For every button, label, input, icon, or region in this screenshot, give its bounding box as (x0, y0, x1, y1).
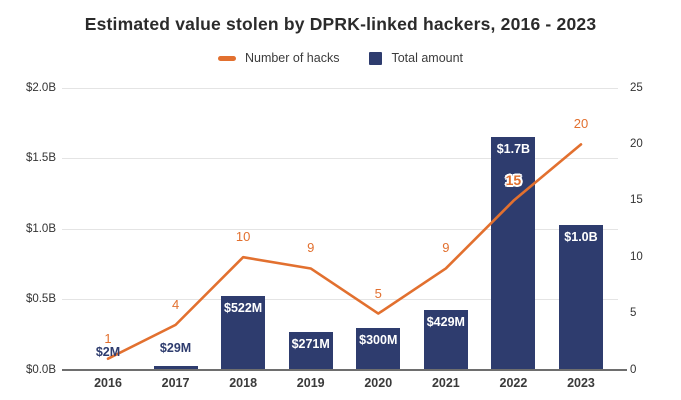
left-axis-tick: $1.0B (25, 222, 56, 235)
x-axis-line (62, 369, 627, 371)
chart-title: Estimated value stolen by DPRK-linked ha… (84, 14, 597, 34)
hack-count-label: 15 (505, 171, 522, 188)
right-axis-tick: 15 (630, 194, 643, 207)
right-axis-tick: 0 (630, 363, 637, 376)
x-axis-tick-2018: 2018 (229, 376, 258, 390)
right-axis-tick: 10 (630, 250, 643, 263)
x-axis-tick-2016: 2016 (94, 376, 122, 390)
hack-count-label: 9 (442, 240, 450, 256)
hack-count-label: 1 (104, 330, 112, 346)
line-marker-icon (217, 55, 236, 61)
x-axis-tick-2020: 2020 (364, 376, 393, 390)
x-axis-tick-2017: 2017 (161, 376, 190, 390)
right-axis-tick: 25 (630, 81, 643, 94)
legend-item-number-of-hacks: Number of hacks (217, 51, 340, 65)
left-axis-tick: $2.0B (25, 81, 56, 94)
legend: Number of hacks Total amount (0, 51, 681, 65)
bar-value-label: $522M (224, 301, 263, 316)
legend-label: Total amount (391, 51, 464, 65)
bar-value-label: $429M (426, 314, 465, 329)
left-axis-tick: $0.5B (25, 293, 56, 305)
bar-value-label: $1.7B (496, 142, 531, 157)
x-axis-tick-2023: 2023 (567, 376, 595, 390)
gridline (62, 87, 618, 89)
bar-value-label: $300M (359, 332, 398, 347)
square-marker-icon (369, 51, 383, 65)
bar-value-label: $29M (159, 340, 192, 355)
hack-count-label: 9 (307, 240, 315, 256)
right-axis-tick: 20 (630, 137, 643, 150)
right-axis-tick: 5 (630, 307, 637, 320)
bar-2017 (153, 365, 198, 370)
x-axis-tick-2021: 2021 (431, 376, 460, 390)
x-axis-tick-2019: 2019 (296, 376, 325, 390)
bar-2023 (558, 224, 603, 370)
hack-count-label: 20 (573, 116, 589, 132)
bar-value-label: $2M (95, 344, 121, 359)
x-axis-tick-2022: 2022 (499, 376, 528, 390)
hack-count-label: 5 (374, 285, 382, 301)
legend-label: Number of hacks (244, 51, 340, 65)
hack-count-label: 10 (235, 229, 251, 245)
left-axis-tick: $1.5B (25, 152, 56, 164)
bar-value-label: $1.0B (564, 229, 598, 244)
left-axis-tick: $0.0B (25, 363, 56, 376)
bar-value-label: $271M (291, 336, 330, 351)
hack-count-label: 4 (171, 296, 180, 312)
legend-item-total-amount: Total amount (369, 51, 463, 65)
